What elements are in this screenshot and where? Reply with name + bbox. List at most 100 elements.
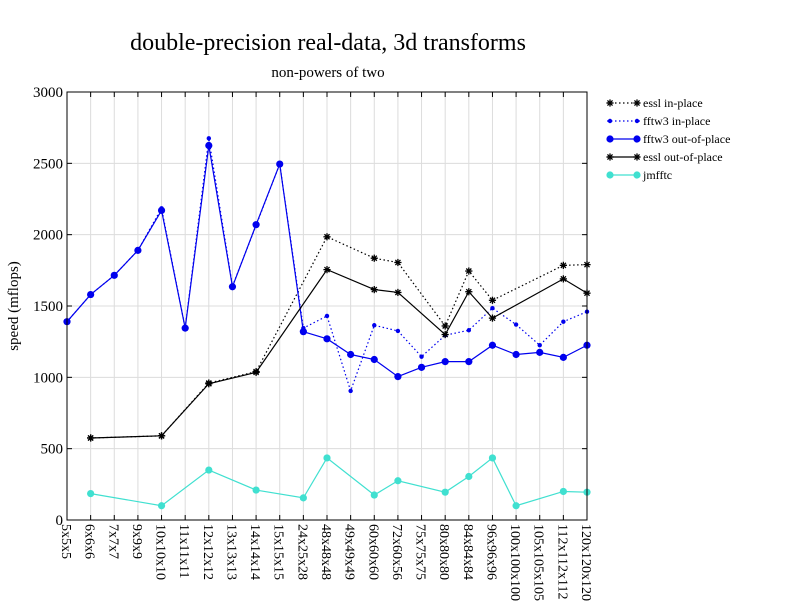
data-point bbox=[299, 494, 307, 502]
data-point bbox=[252, 221, 260, 229]
y-tick-label: 500 bbox=[41, 442, 64, 458]
data-point bbox=[441, 488, 449, 496]
x-tick-label: 5x5x5 bbox=[58, 524, 73, 559]
x-tick-label: 6x6x6 bbox=[82, 524, 97, 559]
data-point bbox=[633, 99, 641, 107]
data-point bbox=[252, 368, 260, 376]
data-point bbox=[370, 254, 378, 262]
data-point bbox=[348, 388, 353, 394]
data-point bbox=[490, 305, 495, 311]
data-point bbox=[488, 296, 497, 304]
data-point bbox=[370, 355, 378, 364]
data-point bbox=[559, 487, 567, 496]
legend-label: essl out-of-place bbox=[643, 150, 723, 164]
data-point bbox=[488, 454, 497, 462]
data-point bbox=[87, 490, 95, 498]
data-point bbox=[205, 141, 213, 150]
x-tick-label: 24x25x28 bbox=[294, 524, 309, 580]
data-point bbox=[323, 335, 331, 343]
data-point bbox=[417, 363, 426, 371]
data-point bbox=[323, 454, 331, 462]
data-point bbox=[465, 288, 473, 296]
data-point bbox=[347, 350, 355, 359]
y-tick-label: 3000 bbox=[33, 85, 63, 101]
x-tick-label: 96x96x96 bbox=[483, 524, 498, 580]
data-point bbox=[559, 353, 567, 361]
data-point bbox=[370, 491, 378, 499]
x-tick-label: 9x9x9 bbox=[129, 524, 144, 559]
data-point bbox=[465, 358, 473, 366]
data-point bbox=[157, 432, 166, 440]
x-tick-label: 105x105x105 bbox=[531, 524, 546, 601]
data-point bbox=[606, 153, 614, 161]
y-tick-label: 1000 bbox=[33, 370, 63, 386]
data-point bbox=[299, 328, 307, 336]
x-tick-label: 80x80x80 bbox=[436, 524, 451, 580]
data-point bbox=[395, 328, 401, 334]
data-point bbox=[561, 319, 566, 324]
x-tick-label: 11x11x11 bbox=[176, 524, 191, 578]
data-point bbox=[441, 322, 449, 330]
legend-label: essl in-place bbox=[643, 96, 703, 110]
x-tick-label: 49x49x49 bbox=[342, 524, 357, 580]
data-point bbox=[633, 135, 641, 143]
data-point bbox=[419, 354, 424, 359]
x-tick-label: 14x14x14 bbox=[247, 524, 262, 580]
data-point bbox=[536, 348, 544, 356]
data-point bbox=[537, 343, 542, 348]
data-point bbox=[606, 171, 614, 179]
data-point bbox=[607, 118, 613, 124]
x-tick-label: 112x112x112 bbox=[554, 524, 569, 599]
x-tick-label: 60x60x60 bbox=[365, 524, 380, 580]
y-tick-label: 2000 bbox=[33, 228, 63, 244]
data-point bbox=[324, 313, 330, 319]
data-point bbox=[513, 322, 519, 327]
series-layer bbox=[63, 136, 591, 510]
data-point bbox=[110, 271, 118, 279]
data-point bbox=[205, 466, 213, 474]
data-point bbox=[157, 502, 166, 510]
data-point bbox=[488, 341, 497, 349]
data-point bbox=[465, 267, 473, 275]
data-point bbox=[394, 258, 402, 267]
data-point bbox=[559, 275, 567, 283]
data-point bbox=[252, 486, 260, 494]
chart-subtitle: non-powers of two bbox=[271, 65, 384, 81]
x-tick-label: 84x84x84 bbox=[460, 524, 475, 580]
x-tick-label: 72x60x56 bbox=[389, 524, 404, 580]
series-line bbox=[90, 236, 588, 439]
data-point bbox=[633, 153, 641, 161]
data-point bbox=[323, 266, 331, 274]
legend-label: fftw3 in-place bbox=[643, 114, 710, 128]
legend: essl in-place fftw3 in-place fftw3 out-of-… bbox=[606, 96, 730, 182]
y-tick-labels: 0 500 1000 1500 2000 2500 3000 bbox=[33, 85, 587, 529]
data-point bbox=[157, 206, 166, 215]
data-point bbox=[606, 135, 614, 143]
data-point bbox=[323, 233, 331, 241]
data-point bbox=[466, 328, 472, 333]
x-tick-label: 7x7x7 bbox=[105, 524, 120, 559]
data-point bbox=[87, 290, 95, 299]
data-point bbox=[634, 118, 640, 124]
x-tick-label: 100x100x100 bbox=[507, 524, 522, 601]
data-point bbox=[134, 246, 142, 254]
x-tick-label: 48x48x48 bbox=[318, 524, 333, 580]
y-tick-label: 2500 bbox=[33, 156, 63, 172]
data-point bbox=[394, 288, 402, 297]
x-tick-label: 10x10x10 bbox=[153, 524, 168, 580]
data-point bbox=[441, 358, 449, 366]
x-tick-label: 15x15x15 bbox=[271, 524, 286, 580]
chart-title: double-precision real-data, 3d transform… bbox=[130, 30, 526, 56]
data-point bbox=[465, 472, 473, 481]
legend-label: jmfftc bbox=[642, 168, 672, 182]
y-tick-label: 0 bbox=[56, 513, 64, 529]
data-point bbox=[512, 502, 520, 510]
data-point bbox=[606, 99, 614, 107]
data-point bbox=[206, 136, 212, 141]
data-point bbox=[372, 323, 377, 328]
y-tick-label: 1500 bbox=[33, 299, 63, 315]
x-tick-label: 12x12x12 bbox=[200, 524, 215, 580]
x-tick-label: 13x13x13 bbox=[223, 524, 238, 580]
data-point bbox=[205, 380, 213, 388]
